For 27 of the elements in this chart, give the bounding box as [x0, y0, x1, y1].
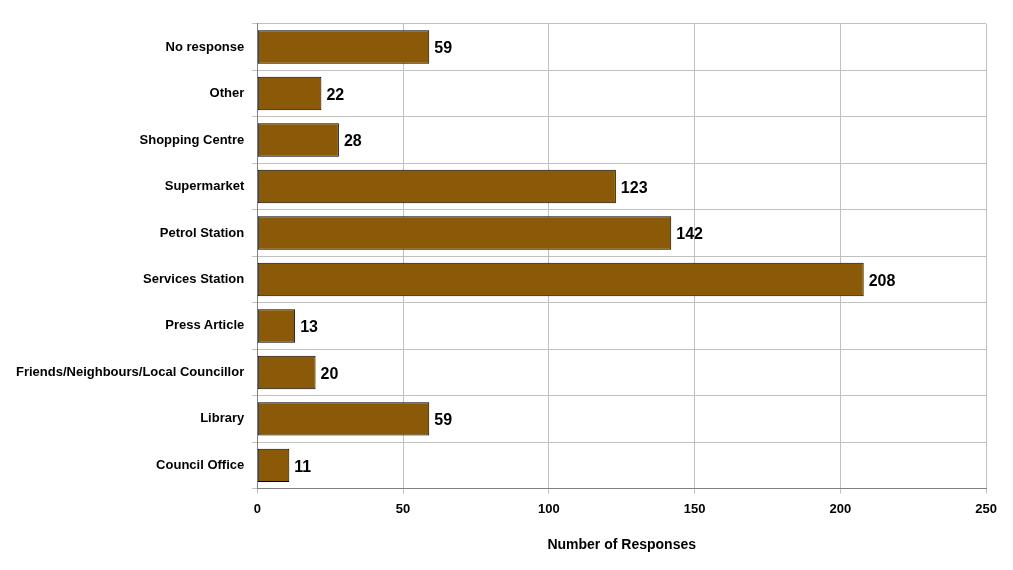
data-label: 28: [343, 132, 362, 150]
y-tick-label: Shopping Centre: [139, 131, 245, 147]
x-tick-label: 200: [829, 500, 852, 516]
data-label: 59: [434, 39, 453, 57]
y-tick-label: Council Office: [156, 456, 245, 472]
data-label: 208: [868, 271, 896, 289]
y-tick-label: Press Article: [165, 317, 245, 333]
data-label: 142: [676, 225, 704, 243]
x-tick-label: 0: [253, 500, 261, 516]
data-label: 11: [294, 457, 312, 475]
x-tick-label: 50: [395, 500, 411, 516]
y-tick-label: Supermarket: [164, 178, 245, 194]
data-label: 13: [300, 318, 319, 336]
y-tick-label: No response: [165, 38, 245, 54]
x-tick-label: 100: [537, 500, 560, 516]
data-label: 123: [620, 178, 648, 196]
x-tick-label: 150: [683, 500, 706, 516]
x-axis-title: Number of Responses: [547, 536, 697, 553]
data-label: 20: [320, 364, 339, 382]
y-tick-label: Library: [200, 410, 246, 426]
data-label: 59: [434, 411, 453, 429]
x-tick-label: 250: [975, 500, 998, 516]
y-tick-label: Services Station: [143, 271, 245, 287]
y-tick-label: Friends/Neighbours/Local Councillor: [15, 363, 245, 379]
y-tick-label: Petrol Station: [159, 224, 245, 240]
y-tick-label: Other: [209, 85, 245, 101]
data-label: 22: [326, 85, 345, 103]
